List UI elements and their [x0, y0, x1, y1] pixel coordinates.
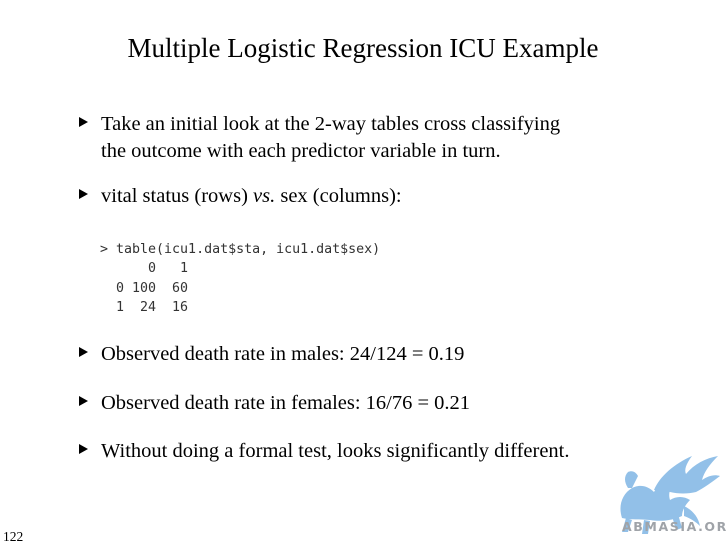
bullet-text-part: vital status (rows): [101, 185, 254, 207]
bullet-text: vital status (rows) vs. sex (columns):: [101, 183, 402, 210]
bullet-text: Observed death rate in males: 24/124 = 0…: [101, 343, 465, 365]
code-table-header: 0 1: [100, 261, 189, 277]
code-command: > table(icu1.dat$sta, icu1.dat$sex): [100, 242, 381, 257]
code-table-row: 1 24 16: [100, 299, 189, 315]
page-number: 122: [3, 529, 24, 544]
bullet-text-line: the outcome with each predictor variable…: [101, 140, 501, 162]
bullet-triangle-icon: [79, 189, 88, 199]
bullet-text-line: Take an initial look at the 2-way tables…: [101, 113, 561, 135]
bullet-triangle-icon: [79, 117, 88, 127]
watermark-text: ABMASIA.ORG: [622, 519, 726, 534]
bullet-triangle-icon: [79, 347, 88, 357]
code-table-row: 0 100 60: [100, 280, 189, 296]
bullet-text-part: sex (columns):: [275, 185, 402, 207]
bullet-text: Without doing a formal test, looks signi…: [101, 440, 570, 462]
bullet-emphasis: vs.: [253, 185, 276, 207]
bullet-triangle-icon: [79, 396, 88, 406]
bullet-triangle-icon: [79, 444, 88, 454]
bullet-text: Observed death rate in females: 16/76 = …: [101, 392, 471, 414]
slide-title: Multiple Logistic Regression ICU Example: [127, 33, 599, 63]
griffin-logo-icon: [620, 456, 720, 534]
code-block: > table(icu1.dat$sta, icu1.dat$sex) 0 1 …: [100, 240, 380, 317]
